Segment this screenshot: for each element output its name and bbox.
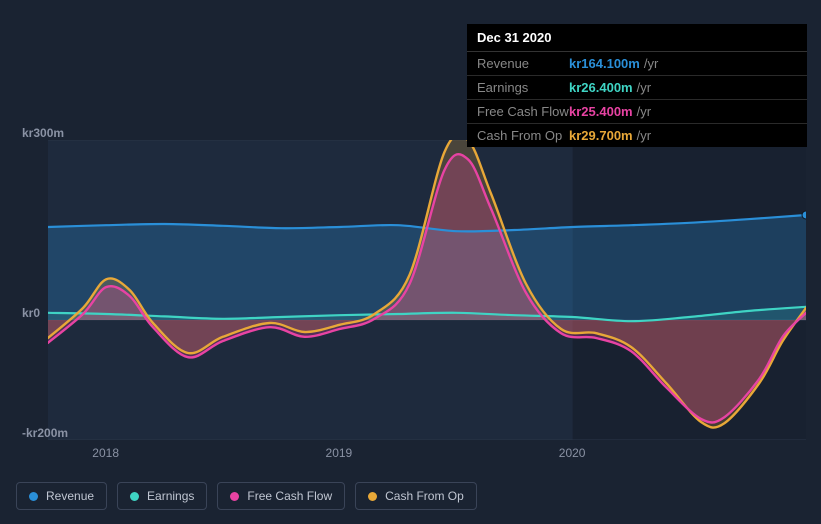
legend: Revenue Earnings Free Cash Flow Cash From O… [16, 482, 477, 510]
tooltip-metric-value: kr25.400m [569, 104, 633, 119]
x-axis-label: 2018 [92, 446, 119, 460]
y-axis-label: kr0 [22, 306, 40, 320]
tooltip-row: Earningskr26.400m/yr [467, 76, 807, 100]
legend-label: Free Cash Flow [247, 489, 332, 503]
tooltip-row: Revenuekr164.100m/yr [467, 52, 807, 76]
tooltip-row: Free Cash Flowkr25.400m/yr [467, 100, 807, 124]
tooltip-metric-label: Earnings [477, 80, 569, 95]
legend-dot [368, 492, 377, 501]
legend-item-revenue[interactable]: Revenue [16, 482, 107, 510]
tooltip-metric-label: Free Cash Flow [477, 104, 569, 119]
chart-svg [48, 140, 806, 440]
tooltip-metric-value: kr164.100m [569, 56, 640, 71]
legend-item-cash-from-op[interactable]: Cash From Op [355, 482, 477, 510]
x-axis-label: 2020 [559, 446, 586, 460]
tooltip-date: Dec 31 2020 [467, 24, 807, 52]
tooltip-row: Cash From Opkr29.700m/yr [467, 124, 807, 147]
y-axis-label: kr300m [22, 126, 64, 140]
tooltip-metric-label: Revenue [477, 56, 569, 71]
tooltip-metric-label: Cash From Op [477, 128, 569, 143]
legend-item-earnings[interactable]: Earnings [117, 482, 207, 510]
tooltip-metric-unit: /yr [637, 104, 651, 119]
tooltip-metric-unit: /yr [637, 80, 651, 95]
legend-dot [130, 492, 139, 501]
legend-dot [230, 492, 239, 501]
legend-label: Cash From Op [385, 489, 464, 503]
legend-dot [29, 492, 38, 501]
tooltip-metric-value: kr29.700m [569, 128, 633, 143]
y-axis-label: -kr200m [22, 426, 68, 440]
tooltip-metric-value: kr26.400m [569, 80, 633, 95]
tooltip-metric-unit: /yr [637, 128, 651, 143]
legend-item-free-cash-flow[interactable]: Free Cash Flow [217, 482, 345, 510]
hover-tooltip: Dec 31 2020 Revenuekr164.100m/yrEarnings… [467, 24, 807, 147]
legend-label: Earnings [147, 489, 194, 503]
x-axis-label: 2019 [326, 446, 353, 460]
tooltip-metric-unit: /yr [644, 56, 658, 71]
financials-chart: Past kr300mkr0-kr200m201820192020 [16, 120, 806, 460]
legend-label: Revenue [46, 489, 94, 503]
